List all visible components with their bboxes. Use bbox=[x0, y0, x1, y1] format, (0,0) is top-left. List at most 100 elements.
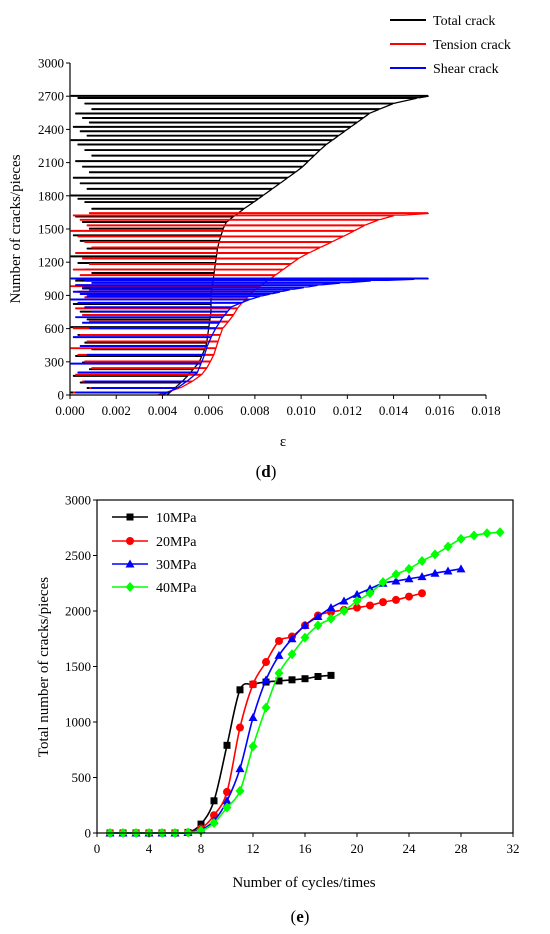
x-tick-label-e: 32 bbox=[507, 841, 520, 856]
series-line-30mpa bbox=[109, 568, 462, 834]
x-tick-label-e: 24 bbox=[403, 841, 417, 856]
x-axis-label-e: Number of cycles/times bbox=[232, 875, 375, 891]
data-point-20mpa bbox=[418, 589, 426, 598]
x-tick-label-d: 0.004 bbox=[148, 403, 178, 418]
data-point-30mpa bbox=[417, 572, 427, 581]
series-line-10mpa bbox=[109, 674, 332, 835]
data-point-40mpa bbox=[287, 649, 297, 660]
series-line-shear-crack bbox=[70, 277, 429, 396]
data-point-40mpa bbox=[443, 541, 453, 552]
chart-panel-d: 0.000 0.002 0.004 0.006 0.008 0.010 0.012 0.014… bbox=[8, 14, 511, 481]
data-point-40mpa bbox=[209, 818, 219, 829]
data-point-30mpa bbox=[222, 796, 232, 805]
x-tick-label-e: 4 bbox=[146, 841, 153, 856]
legend-marker-20mpa bbox=[126, 537, 134, 545]
legend-label-10mpa: 10MPa bbox=[156, 511, 197, 526]
data-point-40mpa bbox=[222, 802, 232, 813]
data-point-20mpa bbox=[223, 787, 231, 796]
y-tick-label-e: 2000 bbox=[65, 604, 91, 619]
data-point-30mpa bbox=[352, 589, 362, 598]
axes-e bbox=[93, 499, 514, 837]
legend-label-total-crack: Total crack bbox=[433, 14, 495, 29]
data-point-40mpa bbox=[352, 596, 362, 607]
legend-marker-40mpa bbox=[125, 582, 135, 592]
x-tick-label-e: 8 bbox=[198, 841, 205, 856]
x-tick-label-d: 0.016 bbox=[425, 403, 455, 418]
plot-area-e bbox=[105, 527, 505, 838]
data-point-40mpa bbox=[274, 668, 284, 679]
y-tick-label-d: 1500 bbox=[38, 222, 64, 237]
y-axis-label-e: Total number of cracks/pieces bbox=[36, 577, 52, 757]
data-point-40mpa bbox=[469, 530, 479, 541]
data-point-20mpa bbox=[236, 723, 244, 732]
data-point-40mpa bbox=[430, 549, 440, 560]
legend-marker-10mpa bbox=[126, 513, 134, 521]
data-point-10mpa bbox=[327, 671, 335, 679]
data-point-10mpa bbox=[210, 797, 218, 805]
data-point-10mpa bbox=[236, 686, 244, 694]
x-tick-label-e: 0 bbox=[94, 841, 101, 856]
x-tick-label-d: 0.000 bbox=[55, 403, 84, 418]
data-point-40mpa bbox=[417, 556, 427, 567]
legend-label-tension-crack: Tension crack bbox=[433, 38, 511, 53]
y-tick-label-d: 1200 bbox=[38, 255, 64, 270]
data-point-20mpa bbox=[405, 592, 413, 601]
data-point-40mpa bbox=[235, 785, 245, 796]
legend-e: 10MPa 20MPa 30MPa 40MPa bbox=[112, 511, 197, 596]
data-point-40mpa bbox=[248, 741, 258, 752]
y-tick-label-d: 0 bbox=[58, 388, 65, 403]
data-point-30mpa bbox=[456, 564, 466, 573]
x-tick-label-e: 12 bbox=[247, 841, 260, 856]
x-tick-label-d: 0.010 bbox=[286, 403, 315, 418]
y-tick-label-e: 0 bbox=[85, 826, 92, 841]
x-tick-label-d: 0.002 bbox=[102, 403, 131, 418]
y-tick-label-d: 3000 bbox=[38, 56, 64, 71]
series-line-total-crack bbox=[70, 94, 429, 396]
data-point-30mpa bbox=[326, 603, 336, 612]
y-tick-label-d: 300 bbox=[45, 354, 65, 369]
tick-labels-d: 0.000 0.002 0.004 0.006 0.008 0.010 0.012 0.014… bbox=[38, 56, 501, 419]
series-line-20mpa bbox=[109, 592, 423, 834]
data-point-40mpa bbox=[339, 606, 349, 616]
plot-area-d bbox=[70, 94, 429, 396]
data-point-30mpa bbox=[274, 650, 284, 659]
data-point-10mpa bbox=[223, 741, 231, 749]
data-point-40mpa bbox=[261, 702, 271, 713]
data-point-20mpa bbox=[366, 601, 374, 610]
data-point-10mpa bbox=[314, 672, 322, 680]
y-tick-label-e: 3000 bbox=[65, 493, 91, 508]
y-tick-label-e: 1000 bbox=[65, 715, 91, 730]
data-point-40mpa bbox=[495, 527, 505, 538]
y-tick-label-e: 1500 bbox=[65, 659, 91, 674]
data-point-40mpa bbox=[404, 563, 414, 574]
legend-marker-30mpa bbox=[125, 559, 135, 568]
data-point-30mpa bbox=[443, 566, 453, 575]
data-point-30mpa bbox=[300, 620, 310, 629]
data-point-40mpa bbox=[482, 528, 492, 539]
legend-label-30mpa: 30MPa bbox=[156, 558, 197, 573]
y-tick-label-d: 900 bbox=[45, 288, 65, 303]
data-point-20mpa bbox=[262, 658, 270, 667]
legend-label-40mpa: 40MPa bbox=[156, 581, 197, 596]
data-point-20mpa bbox=[379, 598, 387, 607]
data-point-10mpa bbox=[197, 820, 205, 828]
data-point-10mpa bbox=[275, 677, 283, 685]
data-point-20mpa bbox=[392, 595, 400, 604]
data-point-40mpa bbox=[326, 613, 336, 624]
data-point-30mpa bbox=[248, 713, 258, 722]
data-point-10mpa bbox=[288, 676, 296, 684]
data-point-40mpa bbox=[365, 588, 375, 599]
data-point-30mpa bbox=[261, 675, 271, 684]
x-tick-label-d: 0.018 bbox=[471, 403, 500, 418]
data-point-40mpa bbox=[378, 577, 388, 588]
y-tick-label-d: 2100 bbox=[38, 155, 64, 170]
data-point-30mpa bbox=[339, 596, 349, 605]
y-axis-label-d: Number of cracks/pieces bbox=[8, 154, 24, 303]
data-point-30mpa bbox=[391, 576, 401, 585]
tick-labels-e: 0 4 8 12 16 20 24 28 32 0 500 1000 1500 2000 2500 3000 bbox=[65, 493, 520, 857]
x-tick-label-d: 0.006 bbox=[194, 403, 224, 418]
data-point-30mpa bbox=[287, 634, 297, 643]
x-axis-label-d: ε bbox=[280, 434, 286, 450]
y-tick-label-d: 600 bbox=[45, 321, 65, 336]
data-point-40mpa bbox=[456, 533, 466, 544]
